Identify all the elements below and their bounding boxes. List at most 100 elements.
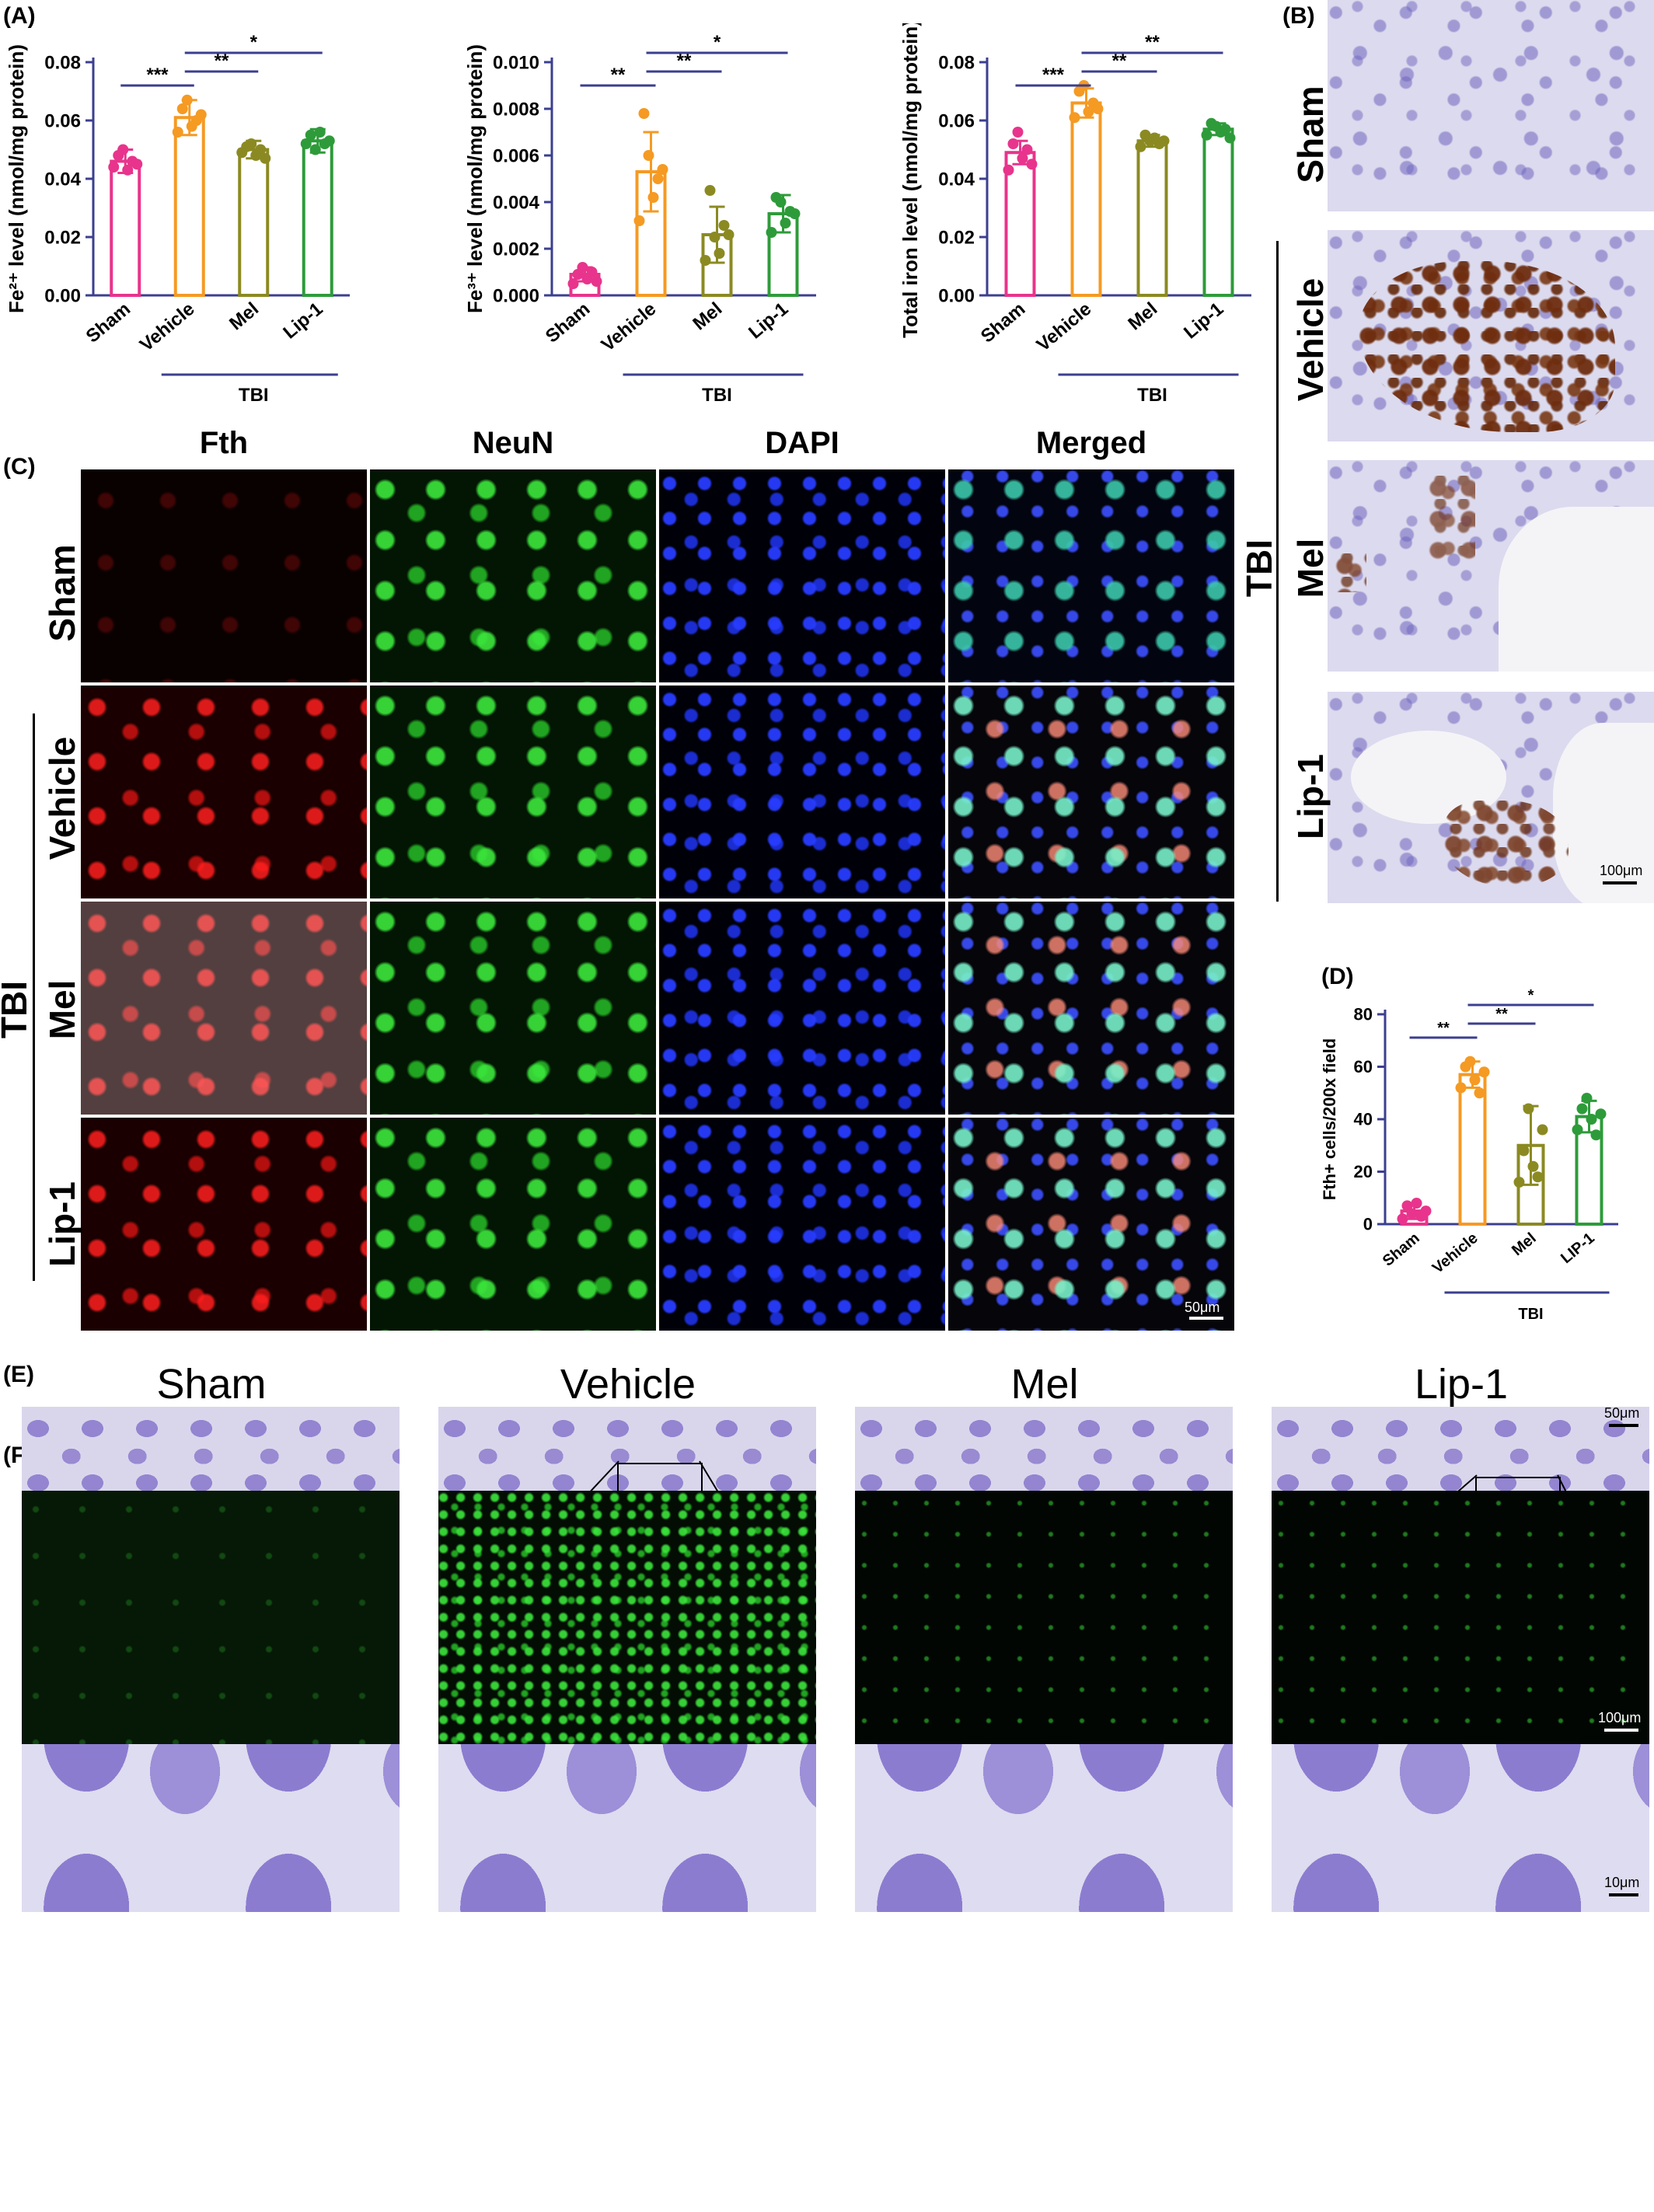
y-tick-label: 0.00: [938, 285, 975, 306]
panel-c-sham-merged: [948, 469, 1234, 682]
data-point: [647, 192, 659, 203]
x-tick-label: Mel: [689, 298, 726, 334]
panel-c-vehicle-fth: [81, 686, 367, 898]
panel-e-col-lip1: Lip-1: [1414, 1361, 1509, 1408]
data-point: [1518, 1145, 1530, 1157]
data-point: [591, 276, 602, 287]
chart-fe2-level: 0.00 0.02 0.04 0.06 0.08 Fe²⁺ level (nmol/mg …: [5, 32, 350, 406]
panel-e-scale-top-bar: [1609, 1424, 1638, 1427]
x-tick-label: Vehicle: [1429, 1230, 1481, 1277]
group-label: TBI: [239, 385, 269, 406]
data-point: [1092, 103, 1104, 114]
data-point: [643, 150, 654, 161]
data-point: [766, 227, 777, 238]
data-point: [1220, 124, 1231, 135]
panel-c-mel-merged: [948, 902, 1234, 1115]
data-point: [1474, 1087, 1485, 1099]
data-point: [176, 103, 188, 114]
data-point: [1069, 112, 1080, 124]
y-tick-label: 0.06: [44, 110, 81, 131]
data-point: [255, 144, 267, 155]
data-point: [1513, 1177, 1525, 1188]
panel-f-image-sham: [22, 1491, 400, 1744]
panel-c-vehicle-merged: [948, 686, 1234, 898]
panel-b-image-sham: [1328, 0, 1654, 211]
significance-label: **: [1145, 32, 1160, 53]
panel-c-lip1-neun: [370, 1118, 656, 1331]
data-point: [704, 185, 716, 196]
data-point: [633, 215, 645, 226]
data-point: [1021, 144, 1033, 155]
data-point: [1012, 127, 1024, 138]
data-point: [181, 94, 193, 106]
y-tick-label: 0: [1363, 1215, 1373, 1234]
data-point: [775, 197, 787, 208]
x-tick-label: LIP-1: [1558, 1230, 1598, 1267]
y-tick-label: 0.04: [44, 169, 81, 190]
data-point: [714, 248, 725, 259]
data-point: [1397, 1213, 1408, 1225]
x-tick-label: Vehicle: [136, 298, 199, 356]
data-point: [1572, 1124, 1583, 1136]
y-tick-label: 0.02: [44, 227, 81, 248]
x-tick-label: Mel: [1509, 1230, 1540, 1259]
y-tick-label: 0.02: [938, 227, 975, 248]
panel-b-image-mel: [1328, 460, 1654, 672]
data-point: [122, 164, 134, 176]
data-point: [780, 218, 791, 229]
panel-c-mel-dapi: [659, 902, 945, 1115]
data-point: [1478, 1066, 1490, 1078]
significance-label: **: [1112, 51, 1127, 72]
significance-label: **: [611, 65, 626, 85]
bar: [173, 116, 205, 297]
panel-e-scale-bottom-label: 10μm: [1604, 1875, 1640, 1890]
x-tick-label: Sham: [977, 298, 1029, 347]
data-point: [1158, 135, 1170, 147]
data-point: [314, 127, 326, 138]
data-point: [567, 278, 579, 289]
data-point: [709, 232, 721, 242]
significance-label: *: [250, 32, 258, 53]
data-point: [652, 173, 664, 184]
panel-label-c: (C): [3, 454, 36, 480]
data-point: [1201, 129, 1213, 141]
data-point: [300, 138, 312, 149]
data-point: [789, 208, 801, 219]
data-point: [195, 109, 207, 120]
panel-b-tbi-bracket: [1276, 241, 1279, 902]
y-tick-label: 0.006: [493, 145, 539, 166]
data-point: [1469, 1074, 1481, 1086]
data-point: [657, 164, 668, 175]
data-point: [305, 129, 316, 141]
panel-c-lip1-dapi: [659, 1118, 945, 1331]
panel-f-image-vehicle: [438, 1491, 816, 1744]
data-point: [1595, 1108, 1607, 1120]
y-tick-label: 80: [1354, 1005, 1373, 1024]
significance-label: **: [677, 51, 692, 72]
panel-label-e: (E): [3, 1362, 34, 1387]
panel-b-scale-bar: [1603, 881, 1637, 884]
panel-c-col-dapi: DAPI: [765, 426, 839, 460]
bar: [1202, 127, 1234, 297]
significance-label: **: [1495, 1006, 1508, 1023]
y-axis-label: Total iron level (nmol/mg protein): [899, 23, 922, 338]
data-point: [1007, 138, 1019, 149]
y-tick-label: 0.06: [938, 110, 975, 131]
data-point: [1455, 1082, 1467, 1094]
panel-e-col-sham: Sham: [156, 1361, 267, 1408]
y-axis-label: Fe²⁺ level (nmol/mg protein): [5, 44, 28, 313]
y-tick-label: 0.00: [44, 285, 81, 306]
y-tick-label: 0.000: [493, 285, 539, 306]
panel-e-scale-top-label: 50μm: [1604, 1405, 1640, 1421]
data-point: [586, 267, 598, 277]
panel-label-b: (B): [1282, 3, 1315, 29]
y-tick-label: 40: [1354, 1110, 1373, 1129]
panel-e-col-mel: Mel: [1010, 1361, 1079, 1408]
panel-c-row-sham: Sham: [42, 544, 82, 642]
panel-b-tbi-label: TBI: [1239, 539, 1279, 598]
data-point: [723, 229, 735, 240]
bar: [1136, 139, 1168, 297]
chart-total-iron-level: 0.00 0.02 0.04 0.06 0.08 Total iron level (nm…: [899, 23, 1251, 406]
chart-fe3-level: 0.000 0.002 0.004 0.006 0.008 0.010 Fe³⁺ level…: [463, 32, 816, 406]
data-point: [1576, 1103, 1588, 1115]
